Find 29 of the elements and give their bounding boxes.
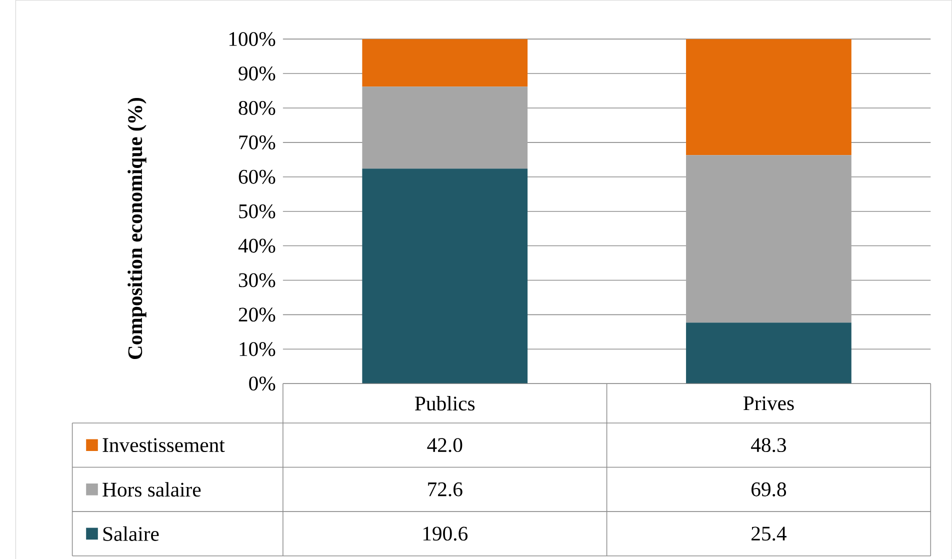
- y-tick-label: 20%: [238, 307, 276, 322]
- x-tick-label: Publics: [415, 396, 475, 410]
- y-tick-label: 50%: [239, 204, 276, 218]
- y-tick-label: 70%: [239, 135, 276, 150]
- y-tick-label: 60%: [238, 170, 276, 184]
- y-tick-label: 0%: [249, 376, 276, 390]
- y-tick-label: 10%: [240, 342, 276, 356]
- text: 69.8: [752, 482, 786, 496]
- bar: [362, 38, 528, 86]
- y-axis-title: Composition economique (%): [128, 98, 146, 359]
- y-tick-label: 100%: [229, 32, 276, 46]
- bar: [686, 322, 852, 384]
- bar: [362, 86, 528, 168]
- x-tick-label: Prives: [743, 396, 794, 410]
- text: 72.6: [428, 482, 462, 496]
- text: 25.4: [752, 526, 786, 540]
- bar: [686, 154, 852, 322]
- text: 42.0: [427, 438, 462, 452]
- legend-label: Salaire: [103, 526, 159, 541]
- y-tick-label: 90%: [238, 66, 276, 80]
- legend-label: Investissement: [102, 438, 225, 452]
- y-tick-label: 80%: [238, 100, 276, 115]
- bar: [362, 168, 528, 384]
- bar: [686, 38, 852, 155]
- text: 190.6: [423, 526, 468, 540]
- text: 48.3: [751, 438, 786, 452]
- y-tick-label: 30%: [238, 272, 276, 288]
- y-tick-label: 40%: [238, 238, 276, 253]
- legend-label: Hors salaire: [102, 482, 201, 496]
